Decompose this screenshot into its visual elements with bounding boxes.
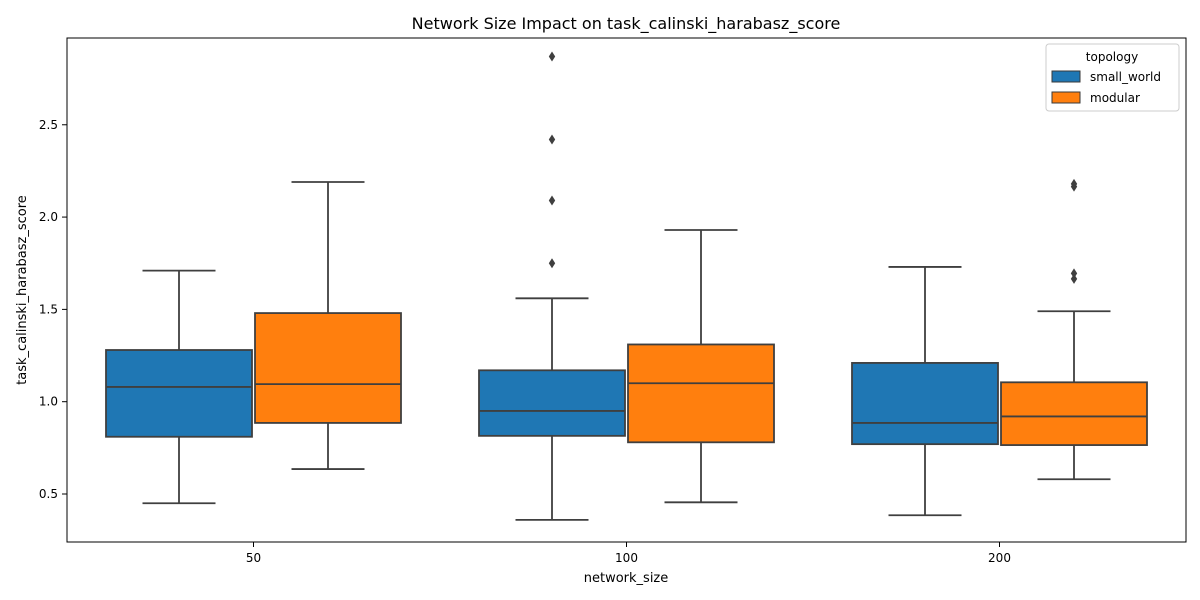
box-small-world-200 xyxy=(851,266,999,517)
x-axis: 50 100 200 xyxy=(246,542,1011,565)
y-axis-label: task_calinski_harabasz_score xyxy=(15,195,30,385)
box-modular-200 xyxy=(1000,178,1148,481)
outlier-point xyxy=(1070,268,1078,279)
y-tick-label: 1.5 xyxy=(39,302,58,316)
box-small-world-50 xyxy=(105,269,253,505)
outlier-point xyxy=(1070,273,1078,284)
axes-frame xyxy=(66,37,1187,543)
plot-area xyxy=(105,51,1148,521)
box-body xyxy=(851,362,999,446)
chart-title: Network Size Impact on task_calinski_har… xyxy=(412,14,841,34)
box-modular-50 xyxy=(254,181,402,470)
box-modular-100 xyxy=(627,229,775,504)
x-tick-label: 100 xyxy=(615,551,638,565)
legend-swatch-modular xyxy=(1051,91,1081,104)
legend-label-modular: modular xyxy=(1090,91,1140,105)
y-tick-label: 2.0 xyxy=(39,210,58,224)
x-axis-label: network_size xyxy=(584,571,669,586)
outlier-point xyxy=(548,195,556,206)
outlier-point xyxy=(548,258,556,269)
outlier-point xyxy=(548,134,556,145)
legend-title: topology xyxy=(1086,50,1138,64)
y-axis: 0.5 1.0 1.5 2.0 2.5 xyxy=(39,118,67,501)
legend: topology small_world modular xyxy=(1045,43,1180,112)
y-tick-label: 2.5 xyxy=(39,118,58,132)
box-body xyxy=(627,343,775,444)
box-body xyxy=(254,312,402,424)
outlier-point xyxy=(1070,178,1078,189)
legend-label-small-world: small_world xyxy=(1090,70,1161,84)
x-tick-label: 200 xyxy=(988,551,1011,565)
box-body xyxy=(105,349,253,438)
box-body xyxy=(478,369,626,437)
y-tick-label: 1.0 xyxy=(39,395,58,409)
y-tick-label: 0.5 xyxy=(39,487,58,501)
x-tick-label: 50 xyxy=(246,551,261,565)
box-body xyxy=(1000,381,1148,446)
outlier-point xyxy=(548,51,556,62)
box-small-world-100 xyxy=(478,51,626,521)
legend-swatch-small-world xyxy=(1051,70,1081,83)
